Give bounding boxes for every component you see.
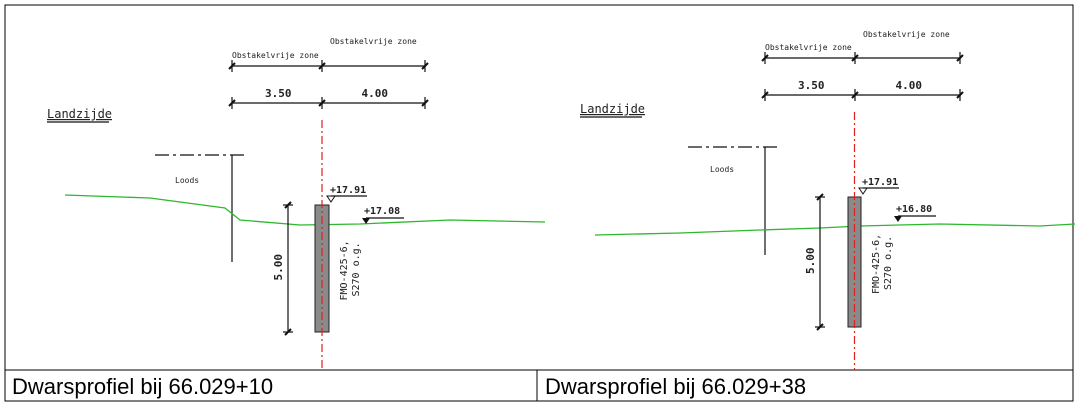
caption: Dwarsprofiel bij 66.029+10 <box>12 374 273 399</box>
dim-tick <box>816 193 824 201</box>
level-top: +17.91 <box>330 185 366 196</box>
dim-right: 4.00 <box>896 79 923 92</box>
building: Loods <box>710 165 734 174</box>
zone-left: Obstakelvrije zone <box>232 51 319 60</box>
ground-line <box>594 223 1076 236</box>
depth: 5.00 <box>272 254 285 281</box>
dim-tick <box>284 328 292 336</box>
side: Landzijde <box>47 107 112 121</box>
zone-right: Obstakelvrije zone <box>330 37 417 46</box>
level-top: +17.91 <box>862 177 898 188</box>
level-ground: +17.08 <box>364 206 400 217</box>
dim-tick <box>761 91 769 99</box>
dim-tick <box>318 99 326 107</box>
dim-left: 3.50 <box>798 79 825 92</box>
dim-tick <box>956 54 964 62</box>
dim-tick <box>816 323 824 331</box>
dim-left: 3.50 <box>265 87 292 100</box>
dim-tick <box>318 62 326 70</box>
caption: Dwarsprofiel bij 66.029+38 <box>545 374 806 399</box>
dim-tick <box>284 201 292 209</box>
level-marker <box>858 187 868 195</box>
dim-tick <box>228 62 236 70</box>
dim-tick <box>421 99 429 107</box>
pile-type: FMO-425-6, <box>339 240 350 300</box>
pile-type: FMO-425-6, <box>871 234 882 294</box>
building: Loods <box>175 176 199 185</box>
level-marker <box>362 218 370 224</box>
level-marker <box>326 195 336 203</box>
ground-line <box>64 194 546 226</box>
pile-grade: S270 o.g. <box>883 236 894 290</box>
dim-tick <box>956 91 964 99</box>
dim-tick <box>851 91 859 99</box>
zone-left: Obstakelvrije zone <box>765 43 852 52</box>
level-marker <box>894 216 902 222</box>
dim-tick <box>851 54 859 62</box>
pile-grade: S270 o.g. <box>351 242 362 296</box>
level-ground: +16.80 <box>896 204 932 215</box>
dim-tick <box>421 62 429 70</box>
dim-tick <box>228 99 236 107</box>
zone-right: Obstakelvrije zone <box>863 30 950 39</box>
dim-tick <box>761 54 769 62</box>
depth: 5.00 <box>804 248 817 275</box>
dim-right: 4.00 <box>362 87 389 100</box>
side: Landzijde <box>580 102 645 116</box>
frame <box>4 4 1074 402</box>
